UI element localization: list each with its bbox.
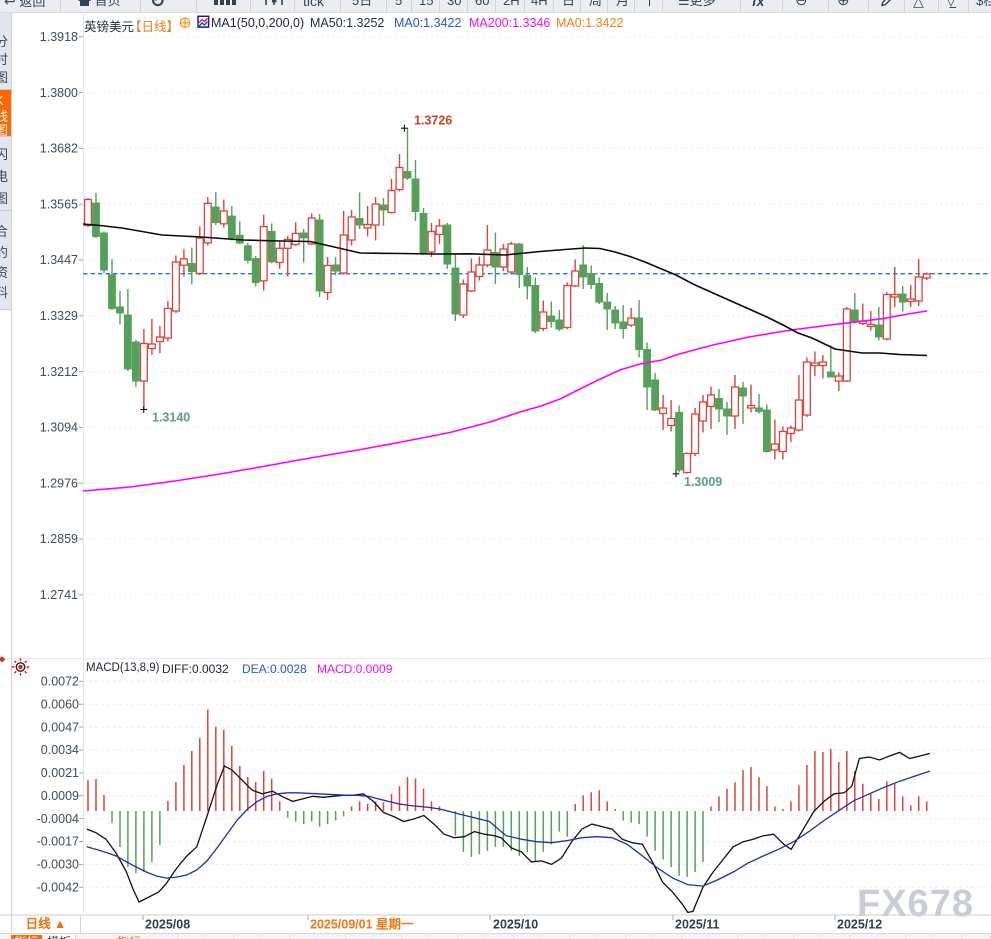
svg-text:1.3329: 1.3329 (40, 309, 78, 323)
svg-text:-0.0004: -0.0004 (37, 812, 79, 826)
svg-text:1.2859: 1.2859 (40, 532, 78, 546)
svg-text:1.2741: 1.2741 (40, 588, 78, 602)
svg-text:0.0021: 0.0021 (41, 766, 79, 780)
svg-text:1.3726: 1.3726 (414, 114, 452, 128)
svg-text:2025/12: 2025/12 (837, 918, 882, 932)
svg-text:2025/11: 2025/11 (675, 918, 720, 932)
svg-text:1.3447: 1.3447 (40, 253, 78, 267)
svg-text:1.2976: 1.2976 (40, 476, 78, 490)
svg-text:-0.0030: -0.0030 (37, 858, 79, 872)
svg-text:1.3094: 1.3094 (40, 421, 78, 435)
svg-text:1.3212: 1.3212 (40, 365, 78, 379)
svg-text:1.3682: 1.3682 (40, 142, 78, 156)
svg-text:-0.0017: -0.0017 (37, 835, 79, 849)
svg-text:-0.0042: -0.0042 (37, 881, 79, 895)
svg-text:1.3800: 1.3800 (40, 86, 78, 100)
svg-text:2025/10: 2025/10 (493, 918, 538, 932)
svg-text:1.3009: 1.3009 (684, 475, 722, 489)
svg-text:0.0060: 0.0060 (41, 697, 79, 711)
svg-text:2025/09/01 星期一: 2025/09/01 星期一 (310, 917, 414, 932)
svg-text:0.0034: 0.0034 (41, 743, 79, 757)
svg-text:0.0009: 0.0009 (41, 789, 79, 803)
svg-text:1.3140: 1.3140 (152, 411, 190, 425)
svg-text:1.3565: 1.3565 (40, 197, 78, 211)
svg-text:2025/08: 2025/08 (145, 918, 190, 932)
svg-text:1.3918: 1.3918 (40, 30, 78, 44)
svg-text:0.0047: 0.0047 (41, 720, 79, 734)
svg-text:0.0072: 0.0072 (41, 675, 79, 689)
